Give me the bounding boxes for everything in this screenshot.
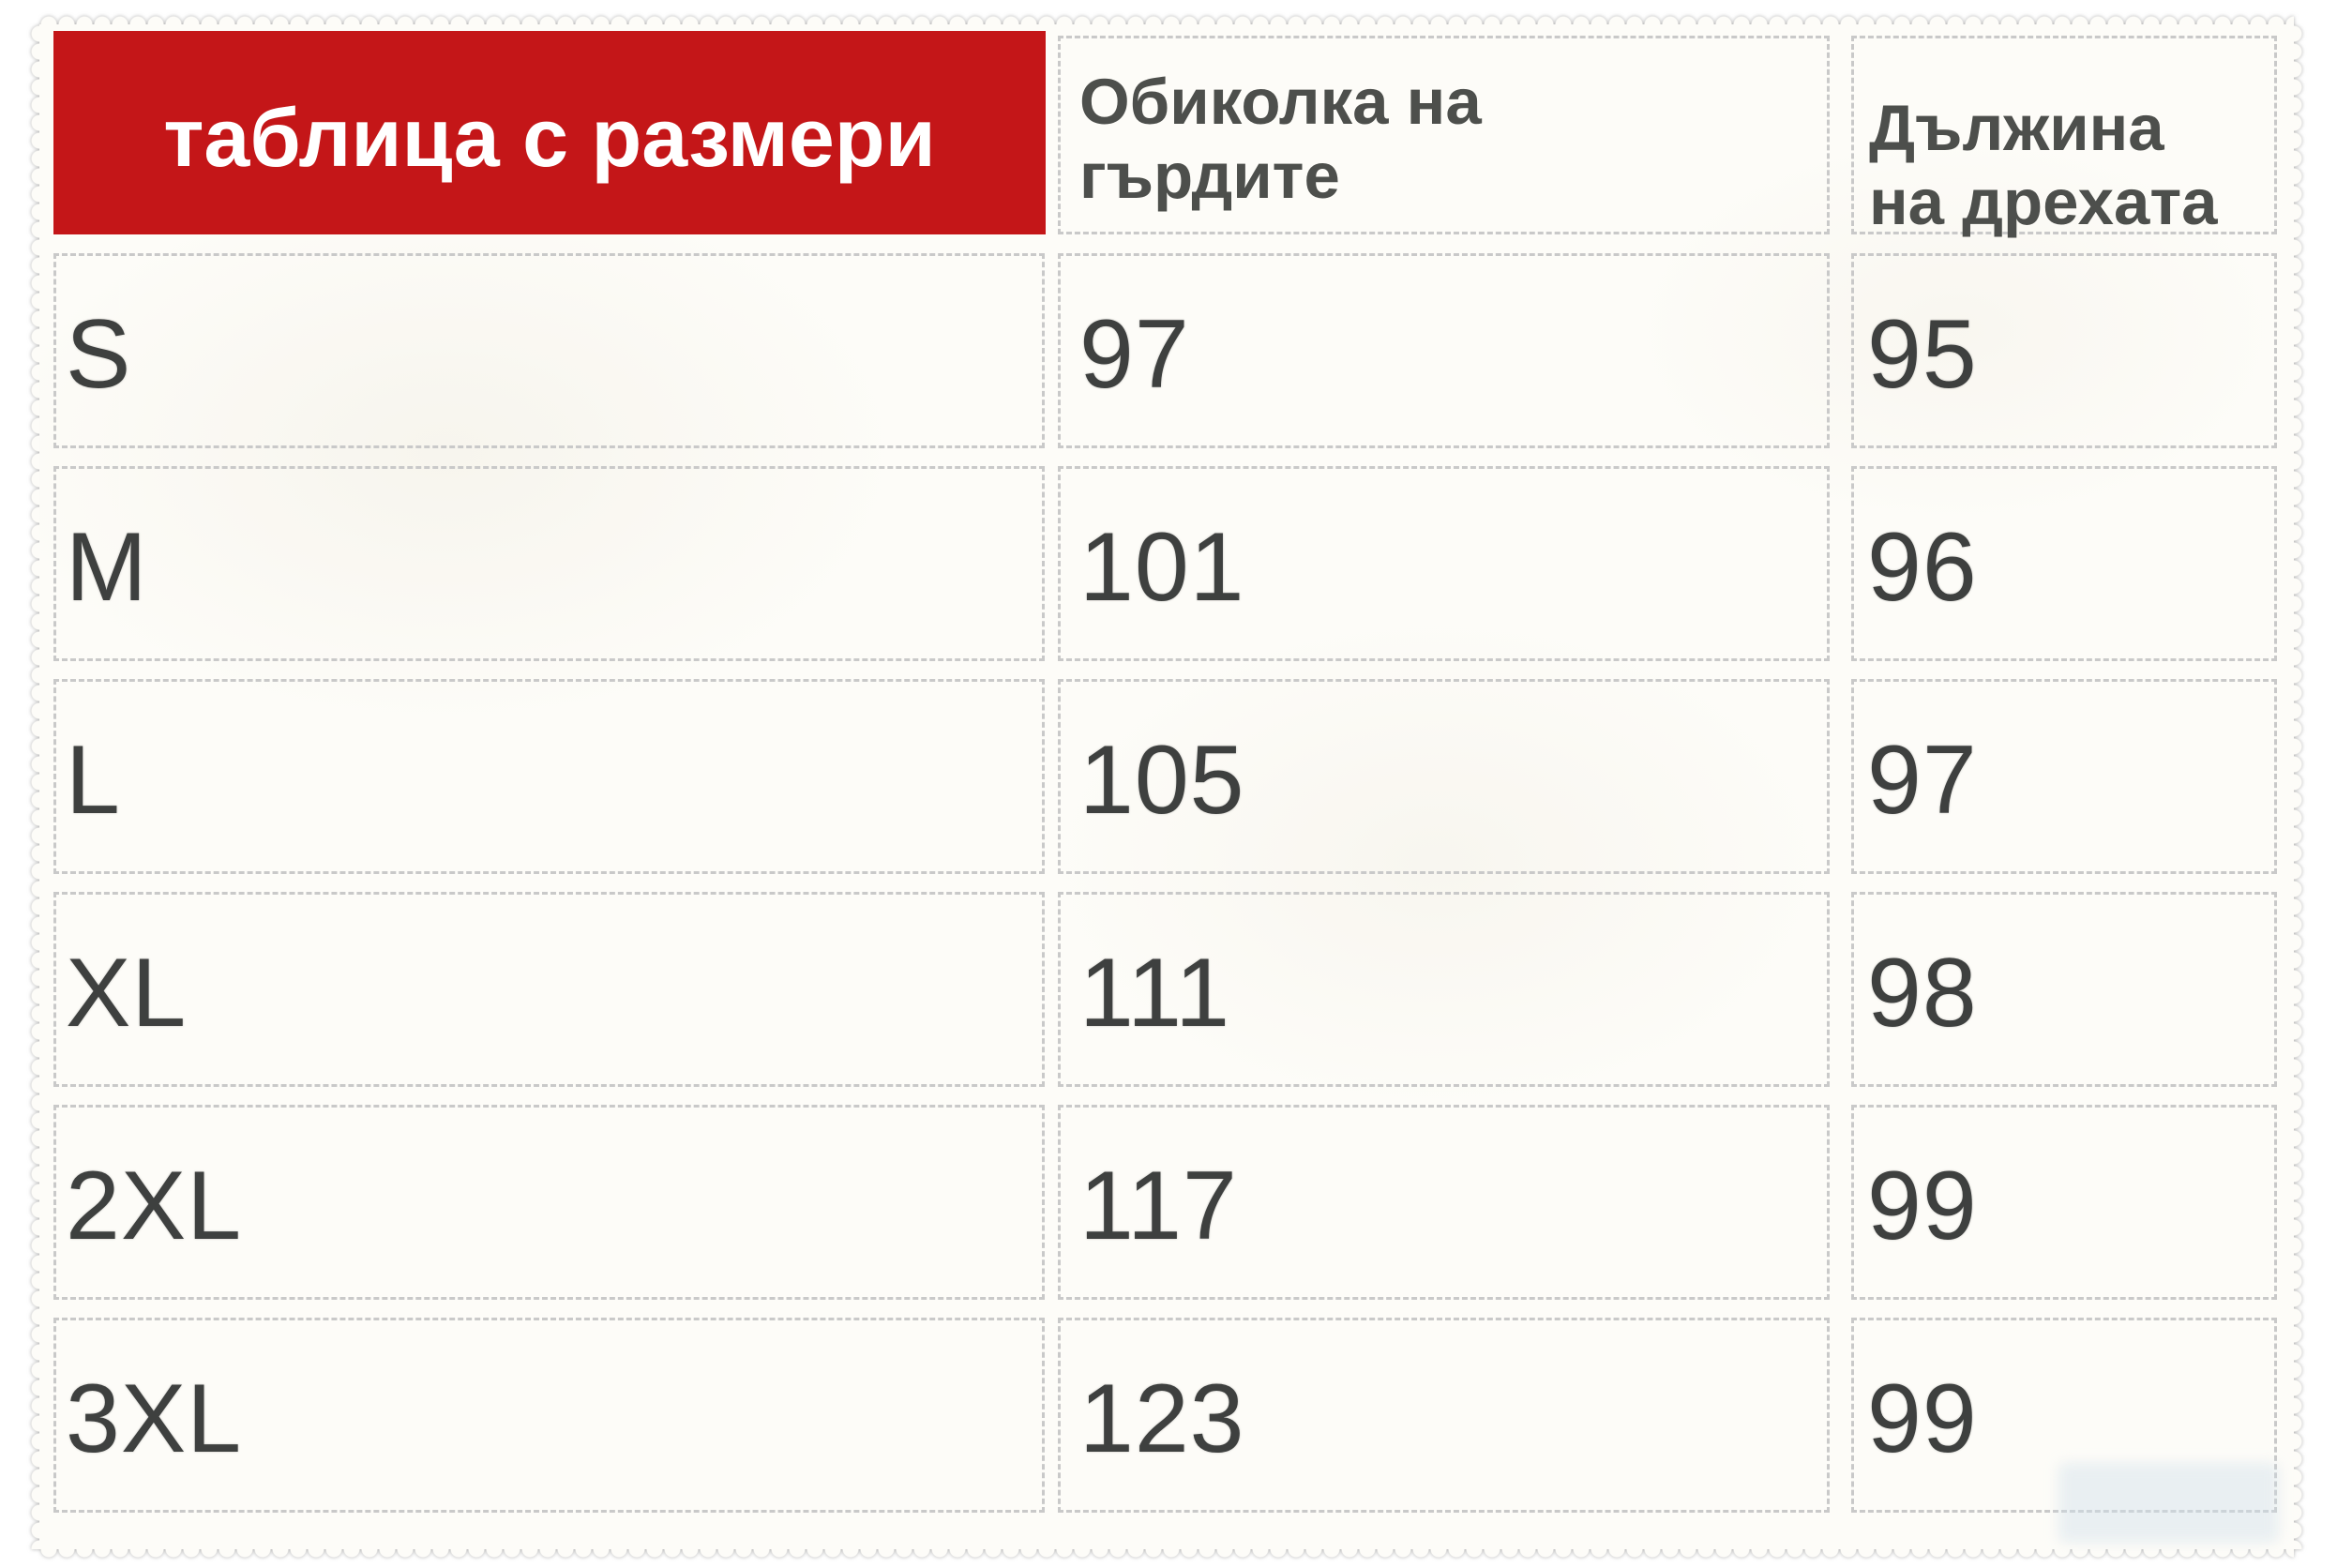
- chest-value-cell: 105: [1058, 679, 1830, 874]
- size-label-cell: M: [53, 466, 1045, 661]
- column-header-length-line1: Дължина: [1869, 92, 2164, 164]
- sheet-edge-left: [30, 24, 39, 1549]
- column-header-length-line2: на дрехата: [1869, 166, 2218, 238]
- size-label-cell: XL: [53, 892, 1045, 1087]
- column-header-chest-line2: гърдите: [1079, 140, 1340, 212]
- table-title: таблица с размери: [163, 90, 936, 184]
- chest-value-cell: 97: [1058, 253, 1830, 448]
- size-label-cell: 2XL: [53, 1105, 1045, 1300]
- size-label-cell: S: [53, 253, 1045, 448]
- table-title-cell: таблица с размери: [53, 31, 1046, 234]
- sheet-edge-top: [39, 15, 2294, 24]
- size-label-cell: L: [53, 679, 1045, 874]
- sheet-background: [39, 24, 2294, 1549]
- chest-value-cell: 111: [1058, 892, 1830, 1087]
- length-value-cell: 99: [1851, 1105, 2277, 1300]
- length-value-cell: 97: [1851, 679, 2277, 874]
- column-header-chest-line1: Обиколка на: [1079, 66, 1482, 138]
- size-label-cell: 3XL: [53, 1318, 1045, 1513]
- length-value-cell: 98: [1851, 892, 2277, 1087]
- column-header-length: Дължина на дрехата: [1851, 36, 2277, 238]
- length-value-cell: 95: [1851, 253, 2277, 448]
- length-value-cell: 99: [1851, 1318, 2277, 1513]
- length-value-cell: 96: [1851, 466, 2277, 661]
- column-header-chest: Обиколка на гърдите: [1058, 36, 1830, 234]
- chest-value-cell: 101: [1058, 466, 1830, 661]
- sheet-edge-right: [2294, 24, 2303, 1549]
- chest-value-cell: 117: [1058, 1105, 1830, 1300]
- removed-watermark-smudge: [2058, 1463, 2279, 1543]
- sheet-edge-bottom: [39, 1549, 2294, 1559]
- chest-value-cell: 123: [1058, 1318, 1830, 1513]
